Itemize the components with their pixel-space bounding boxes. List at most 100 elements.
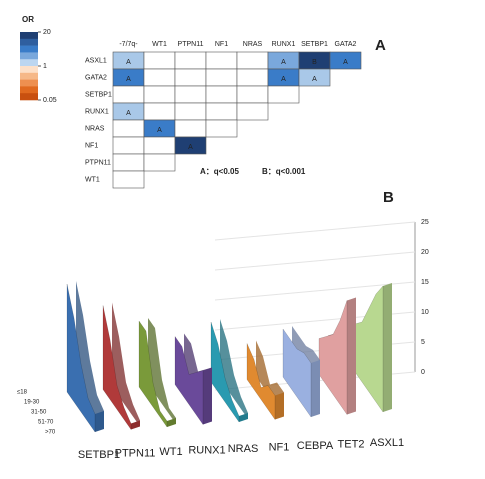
depth-label: >70	[45, 430, 56, 436]
legend-swatch	[20, 45, 38, 53]
heat-cell	[205, 85, 238, 104]
ribbon	[210, 321, 240, 423]
ribbon	[318, 300, 348, 416]
ribbon	[138, 320, 168, 428]
heat-cell	[143, 136, 176, 155]
heat-cell	[174, 85, 207, 104]
heat-cell	[174, 136, 207, 155]
series-label: TET2	[338, 438, 365, 450]
z-tick-label: 5	[421, 339, 425, 346]
depth-label: 31-50	[31, 410, 47, 416]
annotation: B：q<0.001	[262, 167, 306, 176]
cell-label: B	[312, 59, 317, 66]
cell-label: A	[126, 110, 131, 117]
heat-cell	[205, 102, 238, 121]
row-label: SETBP1	[85, 91, 112, 98]
depth-label: 51-70	[38, 420, 54, 426]
ribbon	[102, 305, 132, 431]
cell-label: A	[126, 59, 131, 66]
heat-cell	[298, 68, 331, 87]
row-label: NF1	[85, 142, 98, 149]
series-label: SETBP1	[78, 449, 120, 461]
legend-swatch	[20, 52, 38, 60]
legend-swatch	[20, 86, 38, 94]
heat-cell	[143, 85, 176, 104]
series-label: PTPN11	[115, 447, 156, 459]
column-label: -7/7q-	[119, 41, 138, 48]
heat-cell	[205, 119, 238, 138]
series-label: CEBPA	[297, 440, 334, 452]
ribbon-end	[383, 283, 392, 412]
ribbon	[66, 283, 96, 433]
panel-letter: B	[383, 189, 394, 206]
heat-cell	[112, 136, 145, 155]
depth-label: ≤18	[17, 390, 28, 396]
legend-tick-label: 1	[43, 63, 47, 70]
column-label: SETBP1	[301, 41, 328, 48]
grid-line	[214, 281, 416, 301]
ribbon-side	[148, 318, 176, 424]
legend-title: OR	[22, 15, 34, 24]
ribbon-end	[275, 392, 284, 420]
z-tick-label: 20	[421, 249, 429, 256]
series-label: ASXL1	[370, 437, 404, 449]
column-label: GATA2	[335, 41, 357, 48]
legend-swatch	[20, 38, 38, 46]
heat-cell	[236, 51, 269, 70]
legend-swatch	[20, 93, 38, 101]
heat-cell	[112, 153, 145, 172]
row-label: RUNX1	[85, 108, 109, 115]
row-label: ASXL1	[85, 57, 107, 64]
series-label: NF1	[269, 441, 290, 453]
panel-letter: A	[375, 37, 386, 54]
legend-swatch	[20, 66, 38, 74]
cell-label: A	[281, 76, 286, 83]
ribbon	[174, 335, 204, 426]
z-tick-label: 15	[421, 279, 429, 286]
cell-label: A	[188, 144, 193, 151]
z-tick-label: 25	[421, 219, 429, 226]
legend-tick-label: 0.05	[43, 97, 57, 104]
heat-cell	[143, 51, 176, 70]
cell-label: A	[312, 76, 317, 83]
heat-cell	[236, 85, 269, 104]
annotation: A：q<0.05	[200, 167, 239, 176]
grid-line	[214, 221, 416, 241]
row-label: NRAS	[85, 125, 105, 132]
heat-cell	[267, 85, 300, 104]
legend-swatch	[20, 79, 38, 87]
heat-cell	[174, 51, 207, 70]
ribbon	[282, 328, 312, 418]
column-label: NRAS	[243, 41, 263, 48]
ribbon-end	[203, 367, 212, 425]
row-label: WT1	[85, 176, 100, 183]
heat-cell	[174, 119, 207, 138]
ribbon-end	[239, 413, 248, 422]
cell-label: A	[343, 59, 348, 66]
heat-cell	[205, 51, 238, 70]
ribbon-side	[220, 319, 248, 419]
series-label: NRAS	[228, 443, 259, 455]
heat-cell	[174, 68, 207, 87]
heat-cell	[205, 68, 238, 87]
ribbon	[354, 285, 384, 413]
legend-swatch	[20, 72, 38, 80]
heat-cell	[112, 85, 145, 104]
heat-cell	[236, 68, 269, 87]
column-label: WT1	[152, 41, 167, 48]
heat-cell	[112, 170, 145, 189]
z-tick-label: 0	[421, 369, 425, 376]
cell-label: A	[281, 59, 286, 66]
legend-swatch	[20, 32, 38, 40]
column-label: NF1	[215, 41, 228, 48]
column-label: PTPN11	[178, 41, 204, 48]
z-tick-label: 10	[421, 309, 429, 316]
heat-cell	[236, 102, 269, 121]
ribbon-end	[167, 418, 176, 427]
heat-cell	[174, 102, 207, 121]
legend-swatch	[20, 59, 38, 67]
series-label: RUNX1	[188, 444, 225, 456]
ribbon-end	[311, 360, 320, 417]
row-label: PTPN11	[85, 159, 111, 166]
